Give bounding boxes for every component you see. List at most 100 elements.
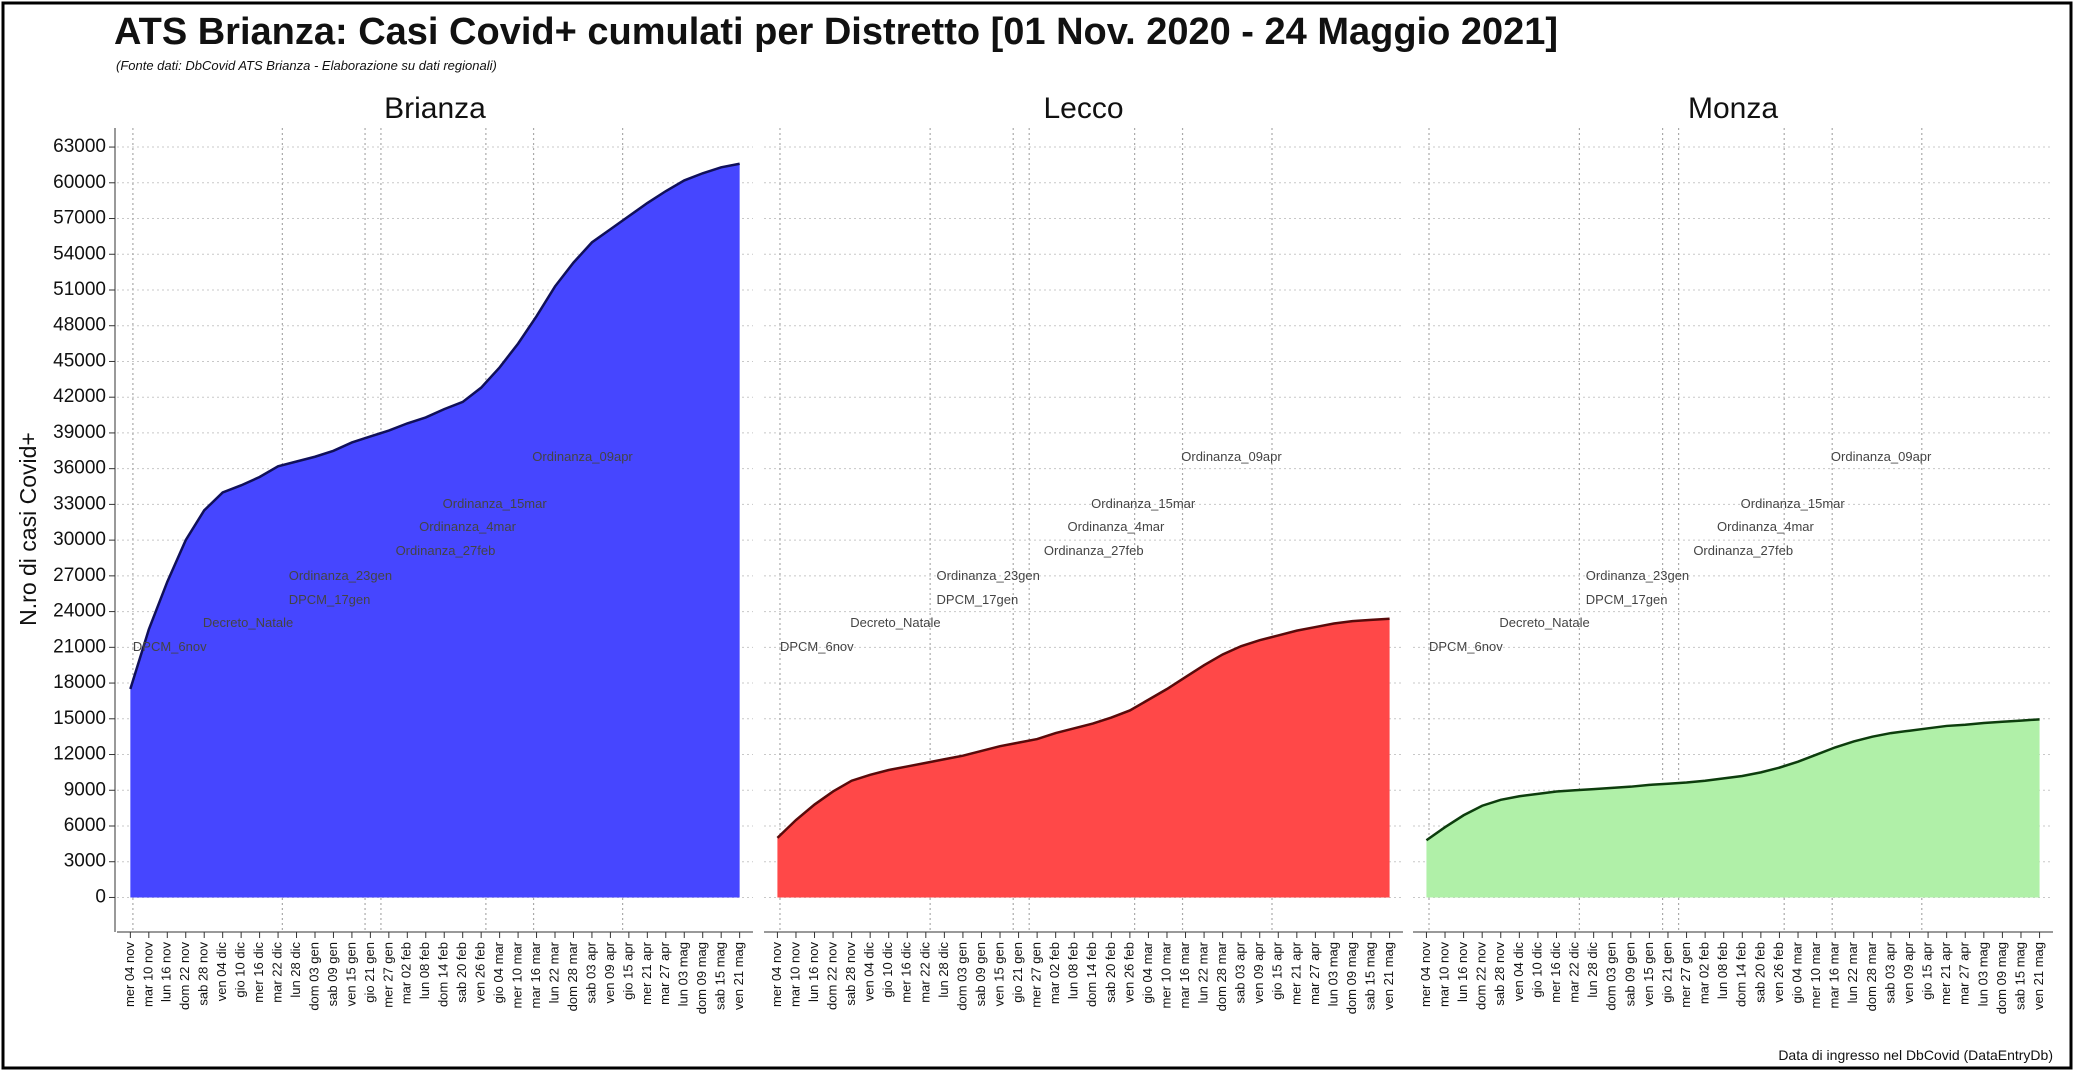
y-tick-label: 30000 [53,529,106,550]
x-tick-label: mar 16 mar [1827,941,1842,1008]
x-tick-label: lun 28 dic [288,942,303,998]
x-tick-label: lun 08 feb [1066,942,1081,999]
area-fill [1426,719,2040,898]
x-tick-label: ven 21 mag [1381,942,1396,1010]
x-tick-label: ven 21 mag [731,942,746,1010]
y-tick-label: 45000 [53,350,106,371]
event-annotation: Ordinanza_27feb [1693,543,1793,558]
y-tick-label: 54000 [53,243,106,264]
x-tick-label: mar 27 apr [1307,941,1322,1005]
event-annotation: Ordinanza_23gen [937,568,1040,583]
x-tick-label: mar 16 mar [528,941,543,1008]
event-annotation: DPCM_17gen [1586,592,1668,607]
x-tick-label: mer 04 nov [122,942,137,1008]
event-annotation: Ordinanza_4mar [419,519,516,534]
event-annotation: Ordinanza_15mar [1091,496,1196,511]
event-annotation: Ordinanza_4mar [1717,519,1814,534]
event-annotation: Ordinanza_15mar [1741,496,1846,511]
x-tick-label: mer 10 mar [1808,941,1823,1008]
event-annotation: Ordinanza_09apr [532,449,633,464]
x-tick-label: lun 16 nov [806,942,821,1002]
x-tick-label: ven 09 apr [1251,941,1266,1003]
x-tick-label: lun 03 mag [676,942,691,1006]
y-tick-label: 39000 [53,422,106,443]
y-tick-label: 18000 [53,672,106,693]
x-tick-label: mer 04 nov [769,942,784,1008]
x-tick-label: mar 22 dic [269,942,284,1003]
x-tick-label: mer 27 gen [1678,942,1693,1008]
event-annotation: Ordinanza_27feb [1044,543,1144,558]
event-annotation: Ordinanza_09apr [1831,449,1932,464]
event-annotation: DPCM_6nov [780,639,854,654]
x-tick-label: sab 15 mag [1362,942,1377,1010]
x-tick-label: dom 03 gen [306,942,321,1011]
y-tick-label: 6000 [64,815,106,836]
x-tick-label: ven 26 feb [1771,942,1786,1003]
x-tick-label: gio 15 apr [1270,941,1285,999]
event-annotation: Decreto_Natale [850,615,940,630]
x-tick-label: ven 26 feb [473,942,488,1003]
x-tick-label: lun 16 nov [159,942,174,1002]
event-annotation: Decreto_Natale [1499,615,1589,630]
y-tick-label: 51000 [53,279,106,300]
x-tick-label: mer 16 dic [899,942,914,1003]
x-tick-label: gio 10 dic [233,942,248,998]
x-tick-label: lun 08 feb [1715,942,1730,999]
x-tick-label: dom 28 mar [565,941,580,1011]
y-tick-label: 33000 [53,493,106,514]
x-tick-label: gio 15 apr [620,941,635,999]
x-tick-label: mer 04 nov [1418,942,1433,1008]
y-tick-label: 57000 [53,208,106,229]
x-tick-label: ven 26 feb [1121,942,1136,1003]
x-tick-label: dom 22 nov [177,942,192,1010]
y-tick-label: 42000 [53,386,106,407]
x-tick-label: gio 10 dic [880,942,895,998]
y-tick-label: 0 [95,886,106,907]
y-tick-label: 36000 [53,458,106,479]
area-line [776,617,1390,839]
x-tick-label: sab 28 nov [196,942,211,1006]
y-tick-label: 63000 [53,136,106,157]
y-tick-label: 9000 [64,779,106,800]
x-tick-label: mar 27 apr [1957,941,1972,1005]
x-tick-label: mar 10 nov [140,942,155,1008]
panel-title: Monza [1688,92,1778,125]
x-tick-label: dom 22 nov [825,942,840,1010]
chart-subtitle: (Fonte dati: DbCovid ATS Brianza - Elabo… [116,58,497,73]
x-tick-label: ven 04 dic [862,942,877,1002]
x-tick-label: sab 20 feb [1103,942,1118,1003]
x-tick-label: ven 15 gen [1641,942,1656,1006]
y-tick-label: 24000 [53,601,106,622]
x-tick-label: mar 16 mar [1177,941,1192,1008]
x-tick-label: lun 16 nov [1455,942,1470,1002]
x-tick-label: mer 16 dic [251,942,266,1003]
chart-title: ATS Brianza: Casi Covid+ cumulati per Di… [114,11,1558,53]
x-tick-label: ven 09 apr [602,941,617,1003]
x-tick-label: ven 15 gen [343,942,358,1006]
event-annotation: Ordinanza_27feb [396,543,496,558]
x-tick-label: lun 03 mag [1325,942,1340,1006]
y-tick-label: 12000 [53,744,106,765]
x-tick-label: mar 10 nov [1436,942,1451,1008]
footnote: Data di ingresso nel DbCovid (DataEntryD… [1778,1047,2053,1063]
y-axis-label: N.ro di casi Covid+ [15,432,41,626]
x-tick-label: mer 21 apr [1288,941,1303,1005]
x-tick-label: sab 20 feb [454,942,469,1003]
x-tick-label: dom 14 feb [1734,942,1749,1007]
x-tick-label: mar 27 apr [657,941,672,1005]
x-tick-label: gio 21 gen [1659,942,1674,1003]
x-tick-label: ven 09 apr [1901,941,1916,1003]
x-tick-label: gio 04 mar [1140,941,1155,1003]
y-tick-label: 27000 [53,565,106,586]
x-tick-label: mer 10 mar [1158,941,1173,1008]
x-tick-label: dom 09 mag [1344,942,1359,1014]
x-tick-label: ven 04 dic [214,942,229,1002]
x-tick-label: mar 22 dic [1567,942,1582,1003]
panel-title: Brianza [384,92,486,125]
x-tick-label: ven 04 dic [1511,942,1526,1002]
y-tick-label: 60000 [53,172,106,193]
x-tick-label: lun 03 mag [1975,942,1990,1006]
x-tick-label: ven 15 gen [991,942,1006,1006]
